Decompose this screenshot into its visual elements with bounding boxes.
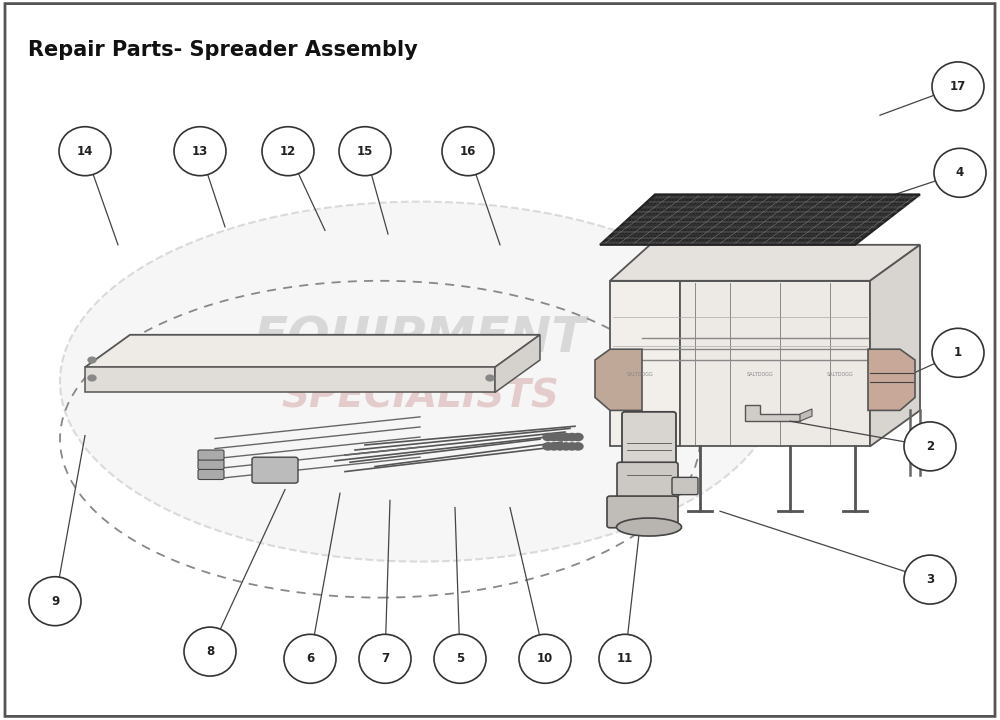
Text: 3: 3	[926, 573, 934, 586]
Ellipse shape	[359, 634, 411, 683]
Circle shape	[561, 443, 571, 450]
Circle shape	[543, 443, 553, 450]
Ellipse shape	[262, 127, 314, 176]
Text: EQUIPMENT: EQUIPMENT	[254, 315, 586, 362]
Ellipse shape	[434, 634, 486, 683]
Ellipse shape	[284, 634, 336, 683]
Text: 6: 6	[306, 652, 314, 665]
Ellipse shape	[59, 127, 111, 176]
Ellipse shape	[616, 518, 682, 536]
Ellipse shape	[339, 127, 391, 176]
Text: 11: 11	[617, 652, 633, 665]
Circle shape	[555, 443, 565, 450]
Polygon shape	[800, 409, 812, 421]
FancyBboxPatch shape	[617, 462, 678, 503]
FancyBboxPatch shape	[672, 477, 698, 495]
Circle shape	[567, 433, 577, 441]
FancyBboxPatch shape	[252, 457, 298, 483]
Ellipse shape	[60, 202, 780, 562]
Text: 15: 15	[357, 145, 373, 158]
Circle shape	[573, 443, 583, 450]
Text: 16: 16	[460, 145, 476, 158]
Ellipse shape	[904, 422, 956, 471]
Text: 14: 14	[77, 145, 93, 158]
FancyBboxPatch shape	[198, 450, 224, 460]
Polygon shape	[85, 335, 540, 367]
Ellipse shape	[932, 62, 984, 111]
FancyBboxPatch shape	[622, 412, 676, 467]
Text: 10: 10	[537, 652, 553, 665]
Text: 17: 17	[950, 80, 966, 93]
Text: SPECIALISTS: SPECIALISTS	[281, 377, 559, 415]
Text: SALTDOGG: SALTDOGG	[747, 372, 773, 377]
Ellipse shape	[174, 127, 226, 176]
Text: 9: 9	[51, 595, 59, 608]
Polygon shape	[495, 335, 540, 392]
FancyBboxPatch shape	[198, 469, 224, 480]
Polygon shape	[745, 405, 800, 421]
FancyBboxPatch shape	[198, 459, 224, 469]
Text: 8: 8	[206, 645, 214, 658]
Text: 4: 4	[956, 166, 964, 179]
Ellipse shape	[934, 148, 986, 197]
Polygon shape	[600, 194, 920, 245]
Polygon shape	[680, 281, 870, 446]
FancyBboxPatch shape	[607, 496, 678, 528]
Polygon shape	[870, 245, 920, 446]
Polygon shape	[610, 245, 920, 281]
Polygon shape	[868, 349, 915, 410]
Polygon shape	[610, 281, 680, 446]
Text: 2: 2	[926, 440, 934, 453]
Circle shape	[543, 433, 553, 441]
Circle shape	[486, 375, 494, 381]
Ellipse shape	[184, 627, 236, 676]
Ellipse shape	[29, 577, 81, 626]
Ellipse shape	[904, 555, 956, 604]
Text: 5: 5	[456, 652, 464, 665]
Ellipse shape	[442, 127, 494, 176]
Circle shape	[555, 433, 565, 441]
Text: 1: 1	[954, 346, 962, 359]
Text: SALTDOGG: SALTDOGG	[627, 372, 653, 377]
Circle shape	[88, 375, 96, 381]
Circle shape	[549, 433, 559, 441]
Polygon shape	[85, 367, 495, 392]
Text: Repair Parts- Spreader Assembly: Repair Parts- Spreader Assembly	[28, 40, 418, 60]
Ellipse shape	[519, 634, 571, 683]
Circle shape	[561, 433, 571, 441]
Circle shape	[549, 443, 559, 450]
Ellipse shape	[599, 634, 651, 683]
Text: 7: 7	[381, 652, 389, 665]
Polygon shape	[595, 349, 642, 410]
Circle shape	[573, 433, 583, 441]
Text: 13: 13	[192, 145, 208, 158]
Circle shape	[88, 357, 96, 363]
Text: 12: 12	[280, 145, 296, 158]
Circle shape	[567, 443, 577, 450]
Ellipse shape	[932, 328, 984, 377]
Text: SALTDOGG: SALTDOGG	[827, 372, 853, 377]
